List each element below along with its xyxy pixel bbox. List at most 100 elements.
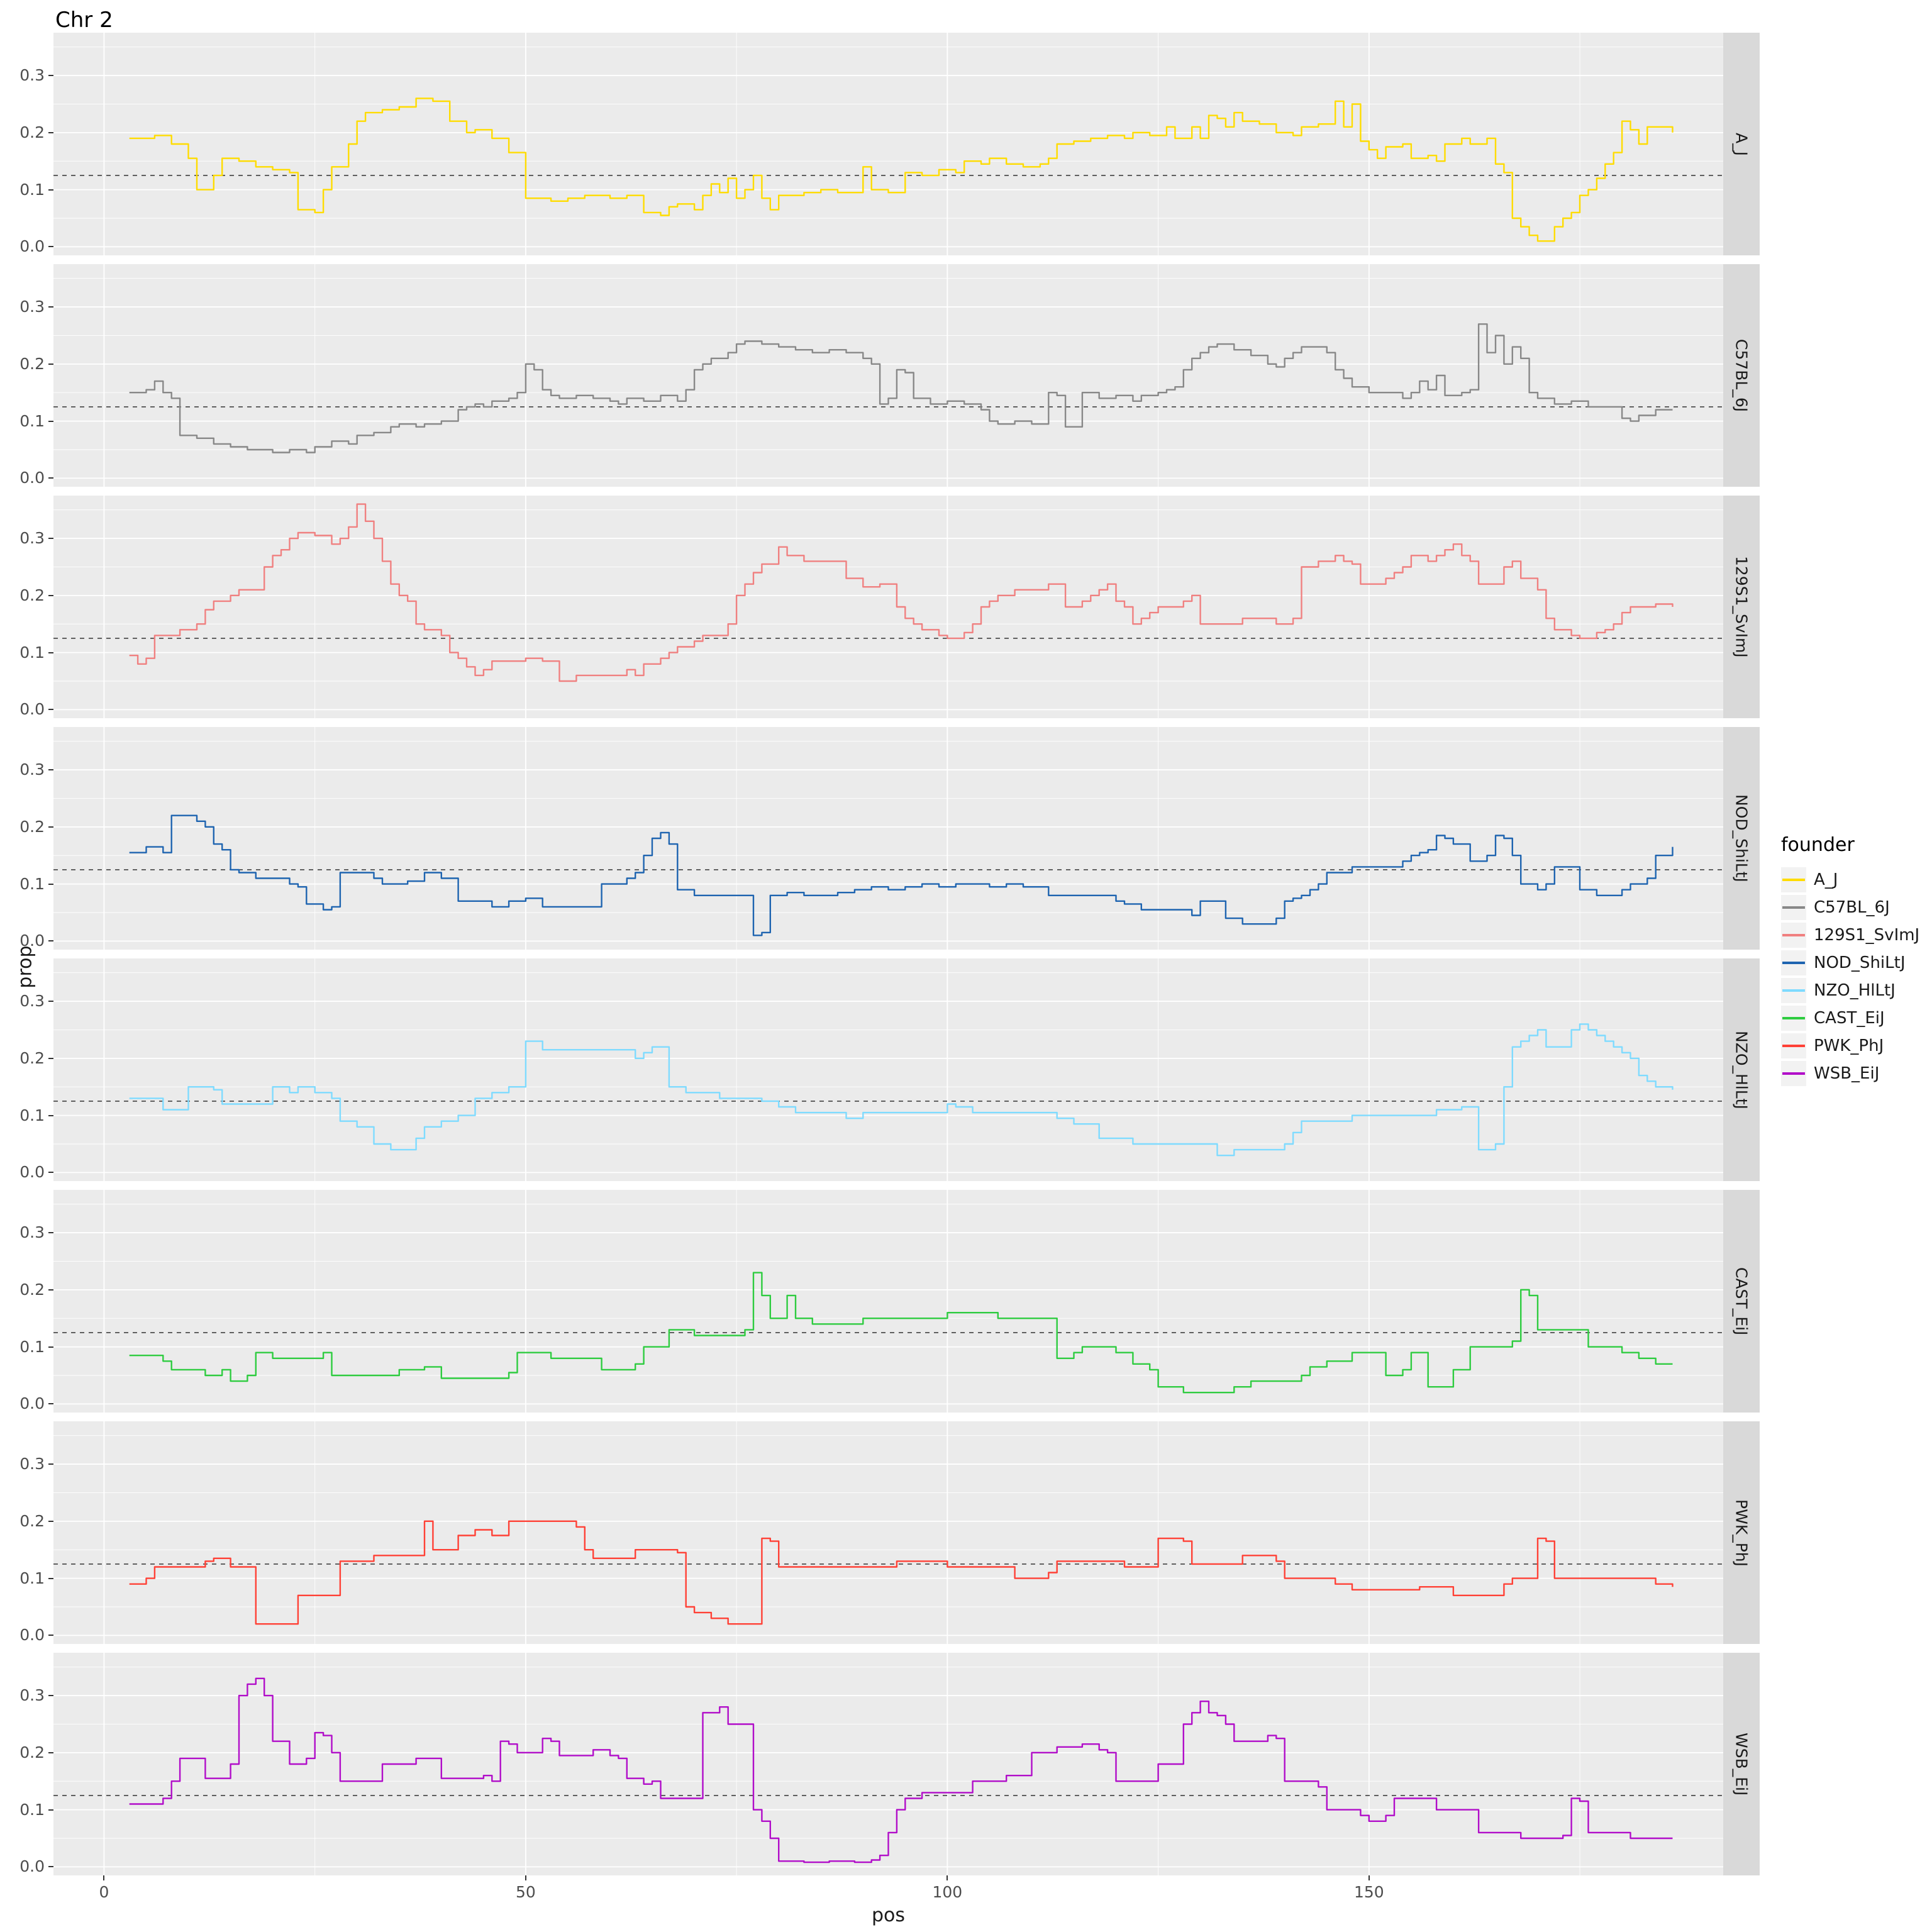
- legend-entry-129S1_SvImJ: 129S1_SvImJ: [1781, 921, 1926, 949]
- series-line-WSB_EiJ: [129, 1677, 1673, 1863]
- y-tick-label: 0.2: [19, 586, 45, 604]
- y-tick-label: 0.1: [19, 411, 45, 430]
- y-tick-mark: [48, 1809, 53, 1811]
- legend-key-swatch: [1781, 867, 1806, 892]
- legend-label: WSB_EiJ: [1814, 1064, 1880, 1083]
- y-tick-mark: [48, 1752, 53, 1753]
- y-tick-label: 0.0: [19, 1394, 45, 1413]
- panel-PWK_PhJ: [53, 1421, 1723, 1644]
- y-tick-label: 0.1: [19, 1106, 45, 1124]
- y-tick-mark: [48, 1635, 53, 1636]
- y-tick-label: 0.2: [19, 1743, 45, 1762]
- series-line-129S1_SvImJ: [129, 503, 1674, 682]
- header: Chr 2: [0, 0, 1932, 33]
- x-tick-mark: [1368, 1875, 1370, 1880]
- y-tick-label: 0.2: [19, 817, 45, 836]
- y-tick-mark: [48, 652, 53, 653]
- facet-row-WSB_EiJ: 0.0 0.1 0.2 0.3 WSB_EiJ: [6, 1653, 1932, 1875]
- facet-strip-label: NZO_HlLtJ: [1732, 1030, 1751, 1109]
- y-tick-mark: [48, 246, 53, 248]
- y-tick-label: 0.0: [19, 1857, 45, 1876]
- y-axis: 0.0 0.1 0.2 0.3: [6, 264, 53, 487]
- legend-key-swatch: [1781, 1006, 1806, 1031]
- y-tick-label: 0.1: [19, 1337, 45, 1356]
- legend-entry-NZO_HlLtJ: NZO_HlLtJ: [1781, 977, 1926, 1004]
- legend-key-line: [1782, 1072, 1805, 1075]
- y-tick-mark: [48, 1114, 53, 1116]
- facet-strip-label: CAST_EiJ: [1732, 1267, 1751, 1336]
- legend-key-line: [1782, 1045, 1805, 1047]
- legend-entries: A_J C57BL_6J 129S1_SvImJ NOD_ShiLtJ NZO_HlLt…: [1781, 866, 1926, 1087]
- panel-NZO_HlLtJ: [53, 958, 1723, 1181]
- legend-key-swatch: [1781, 1061, 1806, 1086]
- y-axis: 0.0 0.1 0.2 0.3: [6, 33, 53, 255]
- y-axis: 0.0 0.1 0.2 0.3: [6, 958, 53, 1181]
- y-tick-mark: [48, 477, 53, 479]
- y-tick-label: 0.2: [19, 1280, 45, 1299]
- panel-NOD_ShiLtJ: [53, 727, 1723, 950]
- facet-strip: WSB_EiJ: [1723, 1653, 1760, 1875]
- legend-entry-WSB_EiJ: WSB_EiJ: [1781, 1060, 1926, 1087]
- y-tick-label: 0.3: [19, 297, 45, 316]
- facet-row-NZO_HlLtJ: 0.0 0.1 0.2 0.3 NZO_HlLtJ: [6, 958, 1932, 1181]
- y-tick-label: 0.1: [19, 1800, 45, 1819]
- panel-A_J: [53, 33, 1723, 255]
- y-tick-mark: [48, 131, 53, 133]
- page-title: Chr 2: [55, 8, 113, 33]
- y-tick-mark: [48, 538, 53, 540]
- facet-strip: NOD_ShiLtJ: [1723, 727, 1760, 950]
- y-tick-mark: [48, 75, 53, 77]
- y-tick-mark: [48, 1866, 53, 1868]
- facet-row-129S1_SvImJ: 0.0 0.1 0.2 0.3 129S1_SvImJ: [6, 496, 1932, 718]
- x-tick-label: 0: [99, 1883, 109, 1901]
- facet-row-C57BL_6J: 0.0 0.1 0.2 0.3 C57BL_6J: [6, 264, 1932, 487]
- y-tick-mark: [48, 1520, 53, 1522]
- legend-key-swatch: [1781, 1033, 1806, 1058]
- legend-key-swatch: [1781, 923, 1806, 948]
- legend-label: CAST_EiJ: [1814, 1009, 1885, 1028]
- x-tick-label: 50: [516, 1883, 536, 1901]
- y-tick-label: 0.0: [19, 469, 45, 487]
- y-tick-mark: [48, 189, 53, 191]
- facet-strip-label: A_J: [1732, 132, 1751, 156]
- x-tick-mark: [525, 1875, 526, 1880]
- legend-entry-PWK_PhJ: PWK_PhJ: [1781, 1032, 1926, 1060]
- y-tick-label: 0.3: [19, 1223, 45, 1242]
- y-tick-label: 0.3: [19, 1455, 45, 1474]
- x-axis-title: pos: [871, 1904, 906, 1926]
- legend-label: PWK_PhJ: [1814, 1036, 1884, 1055]
- legend-key-line: [1782, 962, 1805, 964]
- facet-row-PWK_PhJ: 0.0 0.1 0.2 0.3 PWK_PhJ: [6, 1421, 1932, 1644]
- y-tick-mark: [48, 1289, 53, 1291]
- legend-entry-CAST_EiJ: CAST_EiJ: [1781, 1004, 1926, 1032]
- legend-key-line: [1782, 906, 1805, 909]
- legend-label: C57BL_6J: [1814, 898, 1890, 917]
- series-line-CAST_EiJ: [129, 1272, 1673, 1394]
- y-tick-label: 0.1: [19, 874, 45, 893]
- y-tick-mark: [48, 1695, 53, 1697]
- facet-strip: NZO_HlLtJ: [1723, 958, 1760, 1181]
- legend-label: 129S1_SvImJ: [1814, 926, 1920, 945]
- y-tick-mark: [48, 594, 53, 596]
- panel-CAST_EiJ: [53, 1190, 1723, 1413]
- y-axis: 0.0 0.1 0.2 0.3: [6, 1421, 53, 1644]
- series-line-A_J: [129, 97, 1674, 242]
- y-tick-mark: [48, 1463, 53, 1465]
- y-axis: 0.0 0.1 0.2 0.3: [6, 1190, 53, 1413]
- facet-strip: PWK_PhJ: [1723, 1421, 1760, 1644]
- series-line-NZO_HlLtJ: [129, 1023, 1674, 1157]
- panel-129S1_SvImJ: [53, 496, 1723, 718]
- y-tick-label: 0.3: [19, 760, 45, 779]
- facet-strip: 129S1_SvImJ: [1723, 496, 1760, 718]
- x-tick-label: 150: [1353, 1883, 1384, 1901]
- panel-C57BL_6J: [53, 264, 1723, 487]
- facet-row-A_J: 0.0 0.1 0.2 0.3 A_J: [6, 33, 1932, 255]
- y-tick-label: 0.2: [19, 1511, 45, 1530]
- y-tick-label: 0.0: [19, 931, 45, 950]
- legend-key-line: [1782, 934, 1805, 936]
- facet-strip-label: 129S1_SvImJ: [1732, 556, 1751, 658]
- y-tick-mark: [48, 420, 53, 422]
- y-tick-mark: [48, 709, 53, 711]
- legend-title: founder: [1781, 834, 1855, 856]
